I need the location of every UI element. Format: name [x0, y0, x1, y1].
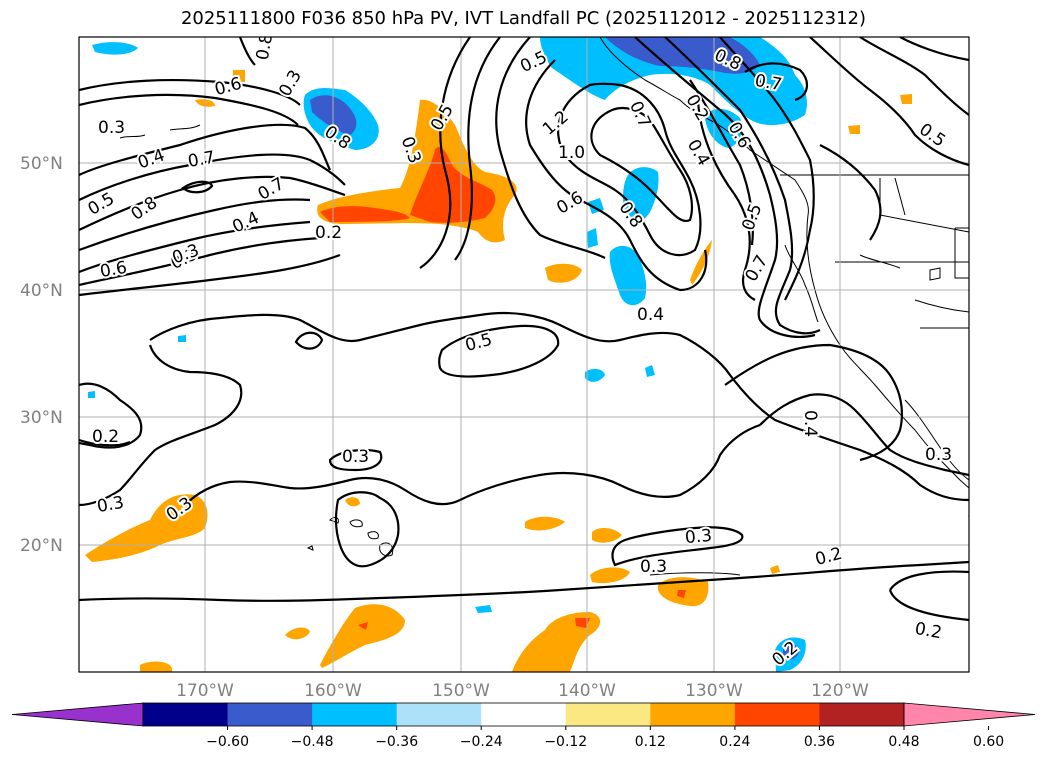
contour-label: 0.2: [315, 223, 342, 243]
lat-label: 40°N: [20, 281, 63, 301]
colorbar-tick-label: 0.60: [973, 734, 1004, 750]
contour-label: 0.4: [800, 410, 820, 437]
contour-label: 0.3: [684, 526, 713, 548]
colorbar-extend-low: [11, 702, 144, 727]
pv-negative-region: [88, 391, 95, 398]
pv-positive-region: [140, 661, 172, 672]
lat-label: 30°N: [20, 408, 63, 428]
pv-positive-region: [345, 497, 360, 507]
pv-positive-core: [677, 590, 686, 598]
pv-positive-region: [770, 565, 780, 574]
colorbar-segment: [312, 703, 398, 726]
colorbar: −0.60 −0.48 −0.36 −0.24 −0.12 0.12 0.24 0.36 0.4…: [11, 702, 1036, 750]
pv-positive-core: [410, 146, 496, 223]
colorbar-tick-label: −0.60: [206, 734, 249, 750]
colorbar-tick-label: 0.36: [804, 734, 835, 750]
contour-label: 1.0: [558, 143, 585, 163]
lat-label: 20°N: [20, 536, 63, 556]
pv-positive-region: [233, 70, 245, 82]
pv-positive-core: [575, 618, 590, 628]
lon-label: 160°W: [304, 681, 362, 701]
pv-positive-core: [320, 206, 410, 222]
colorbar-segment: [734, 703, 820, 726]
lon-label: 170°W: [176, 681, 234, 701]
pv-negative-region: [92, 42, 138, 55]
coastlines: [119, 37, 969, 576]
pv-positive-region: [320, 604, 405, 668]
pv-negative-core: [783, 644, 800, 660]
colorbar-segment: [481, 703, 567, 726]
lon-label: 140°W: [558, 681, 616, 701]
pv-positive-region: [592, 528, 622, 543]
colorbar-segment: [396, 703, 482, 726]
colorbar-extend-high: [903, 702, 1036, 727]
contour-label: 0.2: [92, 427, 119, 447]
contour-label: 0.3: [342, 447, 369, 467]
map-frame: [78, 36, 970, 673]
ivt-contours: [79, 37, 969, 622]
colorbar-tick-label: −0.48: [291, 734, 334, 750]
pv-positive-region: [512, 612, 601, 672]
colorbar-segment: [227, 703, 313, 726]
map-title: 2025111800 F036 850 hPa PV, IVT Landfall…: [180, 8, 867, 29]
lat-label: 50°N: [20, 154, 63, 174]
colorbar-tick-label: −0.24: [460, 734, 503, 750]
colorbar-outline: [142, 702, 905, 727]
pv-negative-region: [178, 335, 186, 342]
contour-label: 0.4: [637, 305, 664, 325]
pv-negative-region: [475, 605, 492, 613]
pv-positive-region: [590, 567, 630, 584]
pv-negative-region: [585, 368, 605, 382]
colorbar-tick-label: 0.48: [888, 734, 919, 750]
lon-label: 120°W: [811, 681, 869, 701]
pv-negative-region: [623, 167, 659, 223]
contour-label: 0.3: [98, 118, 125, 138]
colorbar-segment: [565, 703, 651, 726]
colorbar-tick-label: 0.24: [719, 734, 750, 750]
pv-positive-region: [848, 125, 860, 134]
pv-positive-core: [358, 622, 368, 630]
pv-positive-region: [900, 94, 912, 104]
pv-negative-region: [587, 228, 598, 248]
colorbar-tick-label: −0.36: [375, 734, 418, 750]
lon-label: 130°W: [685, 681, 743, 701]
pv-positive-region: [545, 263, 582, 283]
contour-label: 0.3: [640, 557, 667, 577]
gridlines: [79, 37, 969, 672]
pv-positive-region: [285, 627, 310, 640]
lon-label: 150°W: [432, 681, 490, 701]
colorbar-segment: [143, 703, 229, 726]
colorbar-segment: [650, 703, 736, 726]
colorbar-segment: [819, 703, 905, 726]
latitude-labels: 50°N 40°N 30°N 20°N: [20, 154, 63, 556]
pv-positive-region: [525, 516, 565, 531]
contour-label: 0.3: [925, 445, 952, 465]
pv-negative-region: [645, 365, 655, 377]
colorbar-tick-label: 0.12: [635, 734, 666, 750]
colorbar-tick-label: −0.12: [544, 734, 587, 750]
pv-positive-region: [690, 240, 712, 285]
map-area[interactable]: [79, 37, 969, 672]
longitude-labels: 170°W 160°W 150°W 140°W 130°W 120°W: [176, 681, 869, 701]
